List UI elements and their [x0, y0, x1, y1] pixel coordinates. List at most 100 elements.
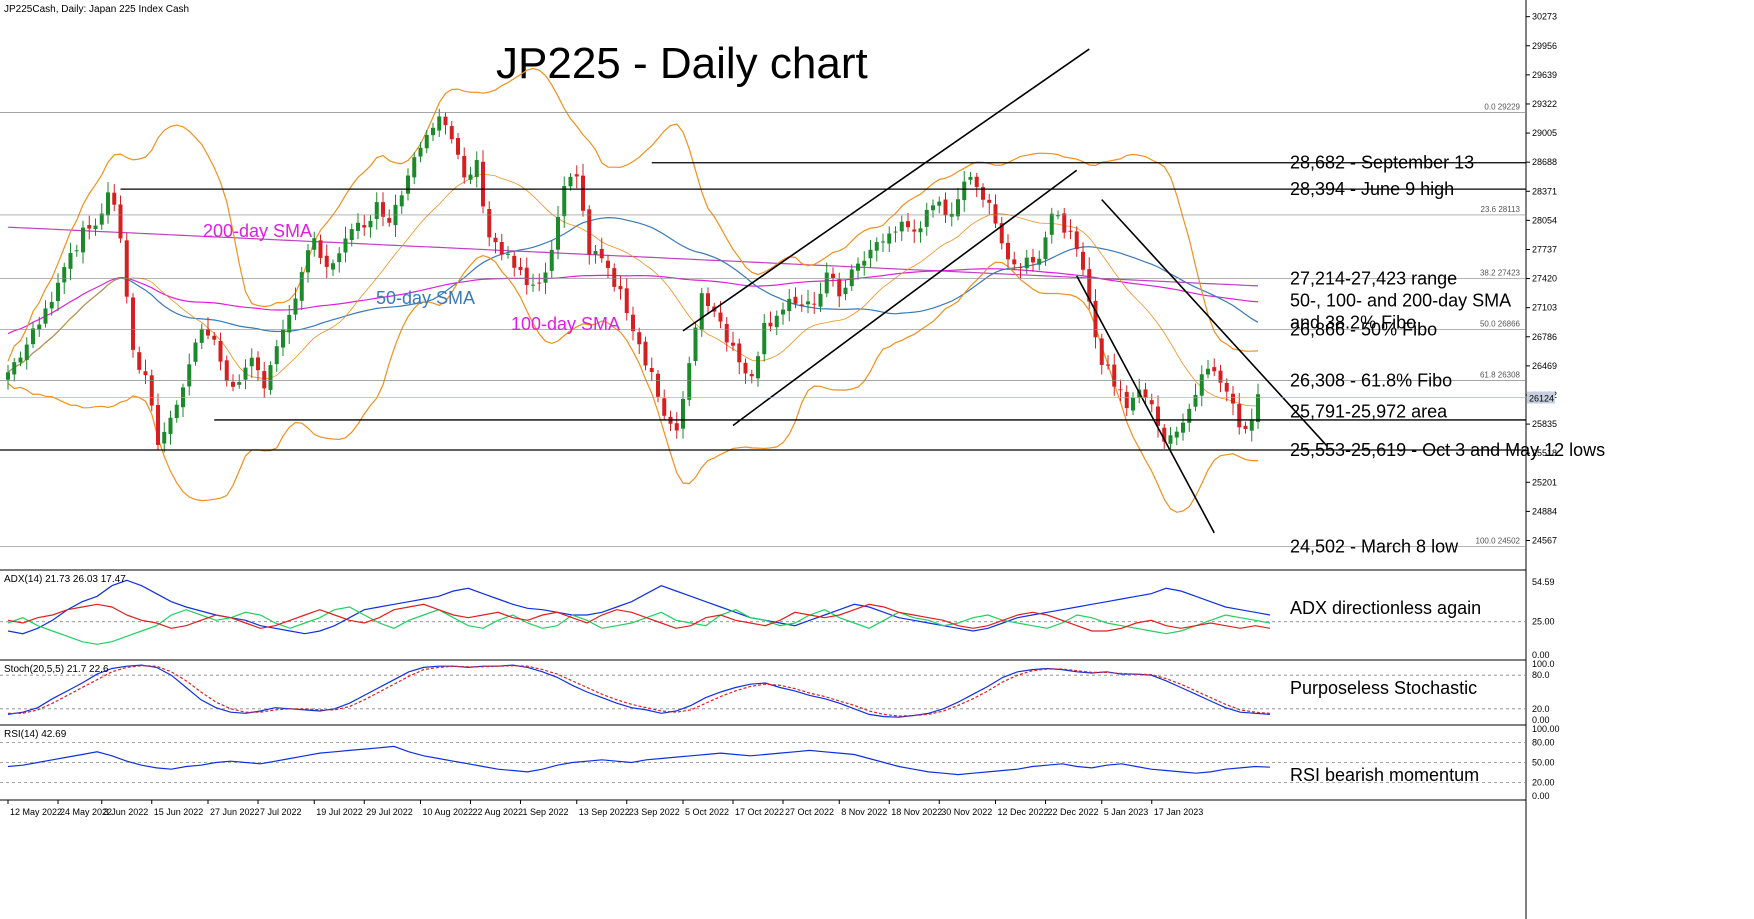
candle-body: [487, 209, 492, 238]
level-annotation: 26,308 - 61.8% Fibo: [1290, 371, 1452, 391]
time-tick-label: 29 Jul 2022: [366, 807, 413, 817]
candle-body: [1199, 374, 1204, 396]
adx-annotation: ADX directionless again: [1290, 598, 1481, 618]
price-tick-label: 25835: [1532, 419, 1557, 429]
candle-body: [881, 241, 885, 243]
candle-body: [143, 371, 148, 376]
candle-body: [1112, 364, 1117, 387]
price-tick-label: 26469: [1532, 361, 1557, 371]
candle-body: [937, 201, 942, 206]
candle-body: [306, 250, 310, 273]
candle-body: [568, 176, 573, 187]
candle-body: [1237, 404, 1242, 428]
candle-body: [1056, 215, 1060, 217]
bollinger-lower: [7, 254, 1258, 513]
candle-body: [1074, 231, 1079, 250]
candle-body: [743, 362, 748, 374]
candle-body: [868, 249, 873, 259]
candle-body: [1249, 419, 1254, 431]
candle-body: [1181, 422, 1185, 433]
candle-body: [499, 241, 504, 255]
candle-body: [537, 282, 542, 284]
candle-body: [131, 297, 135, 350]
downtrend-lower: [1076, 275, 1215, 534]
candle-body: [193, 342, 198, 362]
candle-body: [49, 301, 54, 309]
rsi-header: RSI(14) 42.69: [4, 729, 67, 740]
candle-body: [931, 205, 935, 211]
candle-body: [43, 308, 48, 324]
candle-body: [724, 323, 729, 343]
indicator-series: [8, 665, 1271, 717]
price-tick-label: 27103: [1532, 303, 1557, 313]
rsi-annotation: RSI bearish momentum: [1290, 765, 1479, 785]
candle-body: [212, 335, 217, 340]
candle-body: [206, 329, 210, 336]
candle-body: [24, 344, 29, 360]
candle-body: [662, 398, 667, 416]
candle-body: [506, 253, 510, 255]
candle-body: [656, 373, 660, 397]
indicator-tick-label: 20.00: [1532, 778, 1555, 788]
candle-body: [968, 177, 973, 180]
candle-body: [243, 367, 248, 380]
candle-body: [1206, 368, 1210, 375]
candle-body: [1187, 408, 1192, 423]
candle-body: [912, 229, 917, 232]
candle-body: [787, 298, 792, 312]
candle-body: [149, 375, 154, 406]
candle-body: [399, 195, 404, 207]
candle-body: [612, 268, 617, 287]
sma50-line: [7, 216, 1259, 373]
candle-body: [899, 221, 904, 232]
candle-body: [618, 286, 623, 290]
level-annotation: 27,214-27,423 range: [1290, 268, 1457, 288]
candle-body: [1031, 256, 1035, 263]
candle-body: [1106, 364, 1110, 366]
candle-body: [1024, 257, 1029, 269]
candle-body: [1124, 391, 1129, 409]
stoch-annotation: Purposeless Stochastic: [1290, 678, 1477, 698]
candle-body: [1218, 370, 1223, 383]
candle-body: [1243, 425, 1248, 430]
candle-body: [199, 328, 204, 343]
candle-body: [637, 332, 642, 345]
candle-body: [643, 341, 648, 366]
time-tick-label: 17 Oct 2022: [735, 807, 784, 817]
candle-body: [1174, 431, 1179, 438]
candle-body: [174, 404, 179, 418]
price-tick-label: 28688: [1532, 157, 1557, 167]
level-annotation: 28,394 - June 9 high: [1290, 179, 1454, 199]
time-tick-label: 7 Jul 2022: [260, 807, 302, 817]
candle-body: [593, 251, 598, 255]
price-tick-label: 25518: [1532, 448, 1557, 458]
candle-body: [1224, 382, 1229, 392]
candle-body: [1156, 406, 1160, 426]
rsi-pane: 100.00 80.00 50.00 20.00 0.00: [0, 724, 1560, 801]
candle-body: [381, 202, 385, 217]
sma-label: 50-day SMA: [376, 288, 475, 308]
candle-body: [118, 204, 123, 239]
candle-body: [1143, 389, 1148, 398]
candle-body: [718, 312, 723, 322]
time-tick-label: 27 Jun 2022: [210, 807, 260, 817]
candle-body: [1131, 397, 1135, 411]
sma100-line: [7, 268, 1259, 335]
candle-body: [1193, 394, 1198, 407]
candle-body: [368, 220, 373, 228]
price-tick-label: 30273: [1532, 12, 1557, 22]
candle-body: [68, 253, 73, 269]
price-tick-label: 25201: [1532, 477, 1557, 487]
candle-body: [1093, 300, 1098, 338]
candle-body: [256, 357, 260, 371]
candle-body: [406, 175, 410, 194]
channel-upper: [682, 48, 1090, 332]
candle-body: [262, 371, 267, 389]
symbol-header: JP225Cash, Daily: Japan 225 Index Cash: [4, 4, 189, 15]
candle-body: [824, 272, 829, 294]
price-tick-label: 27420: [1532, 274, 1557, 284]
indicator-tick-label: 0.00: [1532, 650, 1550, 660]
time-tick-label: 27 Oct 2022: [785, 807, 834, 817]
candle-body: [362, 225, 367, 228]
